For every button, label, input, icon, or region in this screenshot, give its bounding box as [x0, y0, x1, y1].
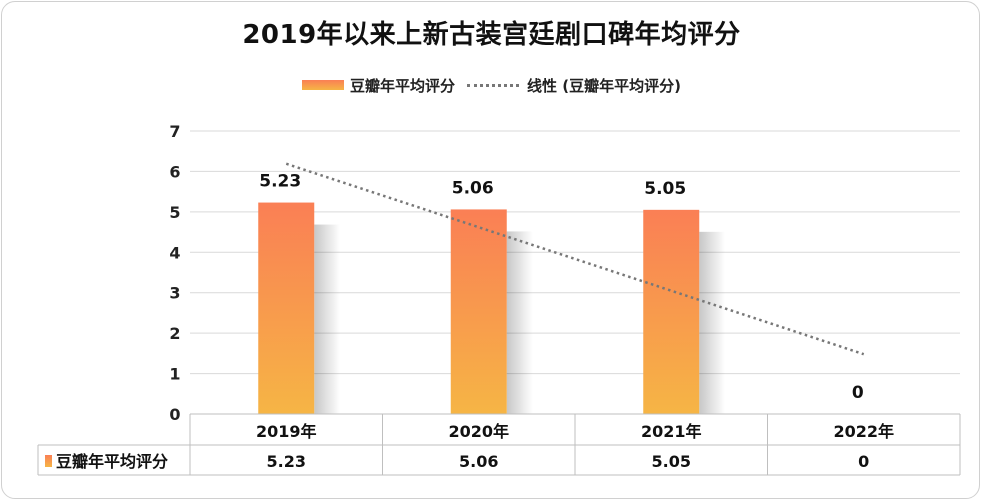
data-label: 5.23 [259, 172, 301, 192]
bar-shadow [699, 231, 726, 414]
legend-trendline-swatch [467, 83, 520, 87]
bar [643, 209, 700, 414]
legend-bar-swatch [302, 80, 345, 90]
bar [450, 209, 507, 414]
legend-bar-label: 豆瓣年平均评分 [350, 76, 456, 95]
data-label: 0 [852, 383, 864, 403]
table-cell: 5.06 [459, 452, 498, 471]
table-cell: 5.23 [267, 452, 306, 471]
bar-shadow [314, 224, 341, 414]
x-tick-label: 2020年 [448, 422, 509, 441]
y-tick-label: 6 [169, 162, 180, 181]
table-cell: 5.05 [652, 452, 691, 471]
x-tick-label: 2019年 [256, 422, 317, 441]
chart-legend: 豆瓣年平均评分 线性 (豆瓣年平均评分) [0, 72, 983, 98]
y-tick-label: 5 [169, 203, 180, 222]
y-tick-label: 0 [169, 405, 180, 424]
y-tick-label: 1 [169, 365, 180, 384]
table-row-label: 豆瓣年平均评分 [56, 452, 168, 471]
data-label: 5.06 [452, 178, 494, 198]
trendline [285, 162, 865, 356]
chart-title: 2019年以来上新古装宫廷剧口碑年均评分 [242, 20, 741, 50]
x-tick-label: 2022年 [833, 422, 894, 441]
legend-item-trendline: 线性 (豆瓣年平均评分) [467, 75, 681, 96]
legend-item-bar: 豆瓣年平均评分 [302, 75, 455, 96]
bar [258, 202, 315, 414]
x-tick-label: 2021年 [641, 422, 702, 441]
y-tick-label: 2 [169, 324, 180, 343]
table-legend-key [45, 455, 52, 467]
y-tick-label: 7 [169, 122, 180, 141]
data-label: 5.05 [644, 179, 686, 199]
y-tick-label: 4 [169, 243, 180, 262]
y-tick-label: 3 [169, 284, 180, 303]
table-cell: 0 [858, 452, 869, 471]
legend-trendline-label: 线性 (豆瓣年平均评分) [527, 76, 681, 95]
bar-shadow [506, 231, 533, 414]
